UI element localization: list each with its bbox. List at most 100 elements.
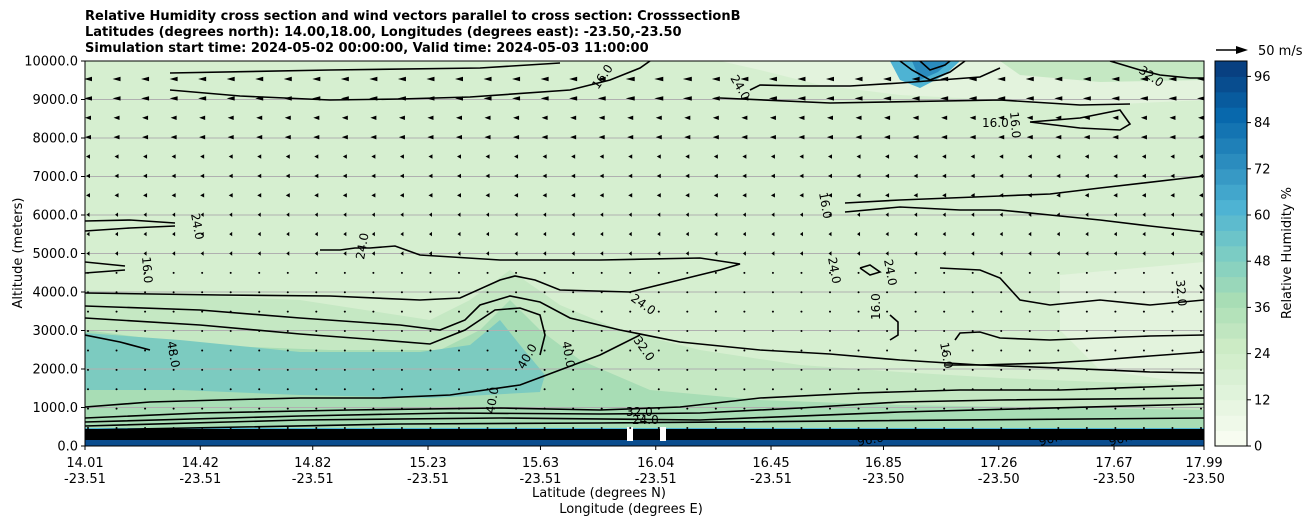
wind-vector: [258, 330, 261, 333]
wind-vector: [857, 330, 860, 333]
wind-vector: [256, 134, 263, 140]
wind-vector: [400, 407, 403, 410]
contour-line: [749, 67, 1001, 91]
wind-vector: [400, 368, 403, 371]
wind-vector: [257, 212, 261, 217]
wind-vector: [771, 251, 775, 256]
wind-vector: [686, 388, 689, 391]
wind-vector: [343, 427, 346, 429]
wind-vector: [201, 427, 204, 429]
wind-vector: [1085, 231, 1089, 237]
wind-vector: [1026, 134, 1033, 140]
wind-vector: [1000, 330, 1003, 333]
wind-vector: [1171, 388, 1174, 391]
colorbar-segment: [1215, 322, 1247, 339]
wind-vector: [1085, 388, 1088, 391]
wind-vector: [343, 407, 346, 410]
wind-vector: [1200, 310, 1202, 313]
wind-vector: [426, 96, 435, 101]
wind-vector: [399, 154, 404, 159]
wind-vector: [541, 115, 548, 120]
wind-vector: [883, 96, 892, 101]
contour-line: [844, 206, 1204, 233]
wind-vector: [542, 193, 547, 198]
wind-vector: [771, 271, 774, 274]
wind-vector: [112, 96, 121, 101]
wind-vector: [799, 193, 804, 198]
wind-vector: [541, 134, 548, 140]
contour-line: [1199, 284, 1204, 291]
contour-line: [1109, 61, 1204, 79]
wind-vector: [201, 271, 204, 274]
contour-band-gap: [660, 427, 666, 441]
wind-vector: [686, 330, 689, 333]
wind-vector: [1111, 96, 1120, 101]
wind-vector: [999, 173, 1004, 179]
wind-vector: [884, 134, 891, 140]
wind-vector: [655, 134, 662, 140]
contour-line: [85, 397, 1204, 423]
wind-vector: [172, 330, 175, 333]
wind-vector: [200, 212, 204, 217]
wind-vector: [770, 154, 775, 159]
wind-vector: [144, 407, 147, 410]
wind-vector: [1084, 193, 1089, 198]
wind-vector: [628, 173, 633, 179]
wind-vector: [371, 193, 376, 198]
wind-vector: [399, 173, 404, 179]
wind-vector: [800, 427, 803, 429]
wind-vector: [800, 349, 803, 352]
wind-vector: [371, 173, 376, 179]
wind-vector: [144, 310, 147, 313]
wind-vector: [657, 349, 660, 352]
wind-vector: [142, 115, 149, 120]
wind-vector: [572, 310, 575, 313]
wind-vector: [283, 96, 292, 101]
wind-vector: [400, 388, 403, 391]
wind-vector: [315, 330, 318, 333]
wind-vector: [570, 134, 577, 140]
wind-vector: [1057, 388, 1060, 391]
wind-vector: [1083, 134, 1090, 140]
wind-vector: [343, 330, 346, 333]
wind-vector: [942, 251, 946, 256]
wind-vector: [914, 407, 917, 410]
wind-vector: [512, 76, 521, 82]
wind-vector: [255, 96, 264, 101]
wind-vector: [1142, 231, 1146, 237]
wind-vector: [1114, 310, 1117, 313]
wind-vector: [857, 407, 860, 410]
wind-vector: [800, 368, 803, 371]
wind-vector: [1028, 407, 1031, 410]
y-tick-label: 1000.0: [33, 401, 79, 416]
wind-vector: [1168, 96, 1177, 101]
contour-line: [945, 351, 1204, 366]
wind-vector: [572, 271, 575, 274]
quiver-key-label: 50 m/s: [1258, 44, 1303, 59]
wind-vector: [485, 173, 490, 179]
wind-vector: [828, 193, 832, 198]
wind-vector: [713, 154, 718, 159]
wind-vector: [372, 271, 375, 274]
wind-vector: [657, 368, 660, 371]
wind-vector: [970, 154, 975, 159]
quiver-key-arrow-head: [1236, 46, 1248, 54]
wind-vector: [1028, 231, 1032, 237]
wind-vector: [286, 231, 290, 237]
wind-vector: [486, 427, 489, 429]
wind-vector: [286, 212, 290, 217]
humidity-region-top-right: [1000, 61, 1204, 82]
wind-vector: [572, 368, 575, 371]
wind-vector: [543, 407, 546, 410]
wind-vector: [1085, 368, 1088, 371]
wind-vector: [172, 388, 175, 391]
wind-vector: [857, 251, 861, 256]
x-tick-label-lat: 17.26: [980, 456, 1017, 471]
wind-vector: [1028, 388, 1031, 391]
wind-vector: [484, 115, 491, 120]
wind-vector: [371, 154, 376, 159]
wind-vector: [657, 310, 660, 313]
contour-line: [169, 61, 651, 101]
wind-vector: [768, 76, 777, 82]
